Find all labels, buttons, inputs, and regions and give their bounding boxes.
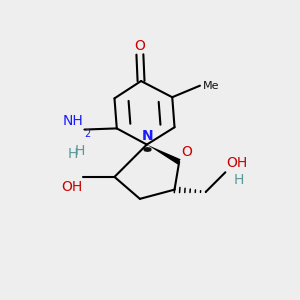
Text: O: O bbox=[134, 39, 145, 52]
Text: 2: 2 bbox=[84, 129, 90, 139]
Text: Me: Me bbox=[203, 81, 219, 91]
Text: OH: OH bbox=[226, 155, 248, 170]
Text: H: H bbox=[67, 147, 78, 161]
Text: O: O bbox=[182, 145, 192, 159]
Text: NH: NH bbox=[62, 114, 83, 128]
Text: N: N bbox=[142, 129, 153, 143]
Text: H: H bbox=[75, 144, 86, 158]
Text: H: H bbox=[234, 173, 244, 188]
Text: OH: OH bbox=[61, 180, 82, 194]
Polygon shape bbox=[147, 145, 181, 164]
